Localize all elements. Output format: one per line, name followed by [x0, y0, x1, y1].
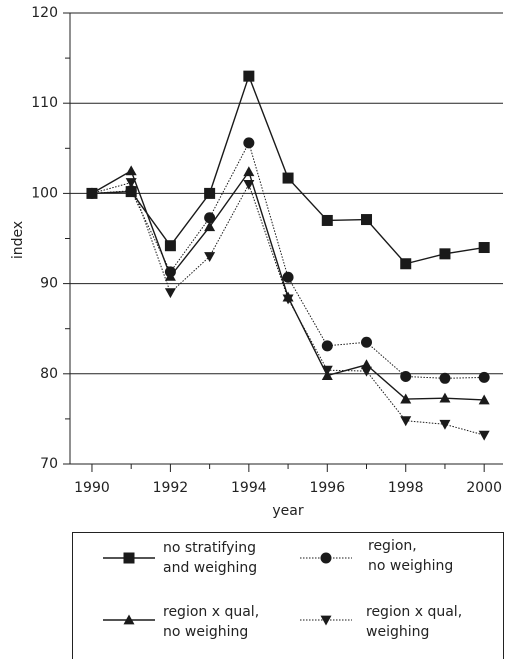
marker	[400, 416, 412, 427]
marker	[439, 372, 451, 384]
marker	[400, 258, 412, 270]
legend-label: no stratifying and weighing	[163, 540, 258, 576]
marker	[164, 270, 176, 281]
marker	[204, 252, 216, 263]
legend-box	[72, 532, 504, 659]
marker	[361, 336, 373, 348]
marker	[320, 615, 332, 626]
y-tick-label: 100	[31, 185, 58, 201]
x-tick-label: 1992	[153, 480, 189, 496]
marker	[125, 185, 137, 197]
marker	[478, 242, 490, 254]
series-line	[91, 181, 485, 436]
marker	[321, 340, 333, 352]
y-tick-label: 70	[40, 456, 58, 472]
y-axis-title: index	[10, 221, 26, 259]
marker	[361, 214, 373, 226]
x-tick-label: 1996	[309, 480, 345, 496]
marker	[282, 172, 294, 184]
y-tick-label: 80	[40, 366, 58, 382]
marker	[478, 394, 490, 405]
x-axis-title: year	[272, 503, 303, 519]
marker	[123, 552, 135, 564]
legend-label: region, no weighing	[368, 538, 454, 574]
marker	[361, 366, 373, 377]
marker	[125, 178, 137, 189]
marker	[439, 248, 451, 260]
marker	[243, 137, 255, 149]
marker	[164, 240, 176, 252]
marker	[243, 166, 255, 177]
marker	[204, 187, 216, 199]
marker	[439, 392, 451, 403]
marker	[321, 365, 333, 376]
x-tick-label: 1998	[388, 480, 424, 496]
marker	[320, 552, 332, 564]
marker	[164, 288, 176, 299]
y-tick-label: 110	[31, 95, 58, 111]
marker	[204, 212, 216, 224]
x-tick-label: 1990	[74, 480, 110, 496]
marker	[243, 179, 255, 190]
x-tick-label: 1994	[231, 480, 267, 496]
marker	[123, 614, 135, 625]
marker	[86, 189, 98, 199]
y-tick-label: 90	[40, 276, 58, 292]
series-line	[91, 169, 485, 401]
marker	[282, 294, 294, 305]
legend-label: region x qual, no weighing	[163, 604, 260, 640]
marker	[321, 214, 333, 226]
series-line	[91, 74, 485, 265]
marker	[204, 221, 216, 232]
marker	[400, 393, 412, 404]
marker	[282, 271, 294, 283]
marker	[478, 371, 490, 383]
marker	[478, 430, 490, 441]
marker	[400, 371, 412, 383]
x-tick-label: 2000	[466, 480, 502, 496]
y-tick-label: 120	[31, 5, 58, 21]
marker	[439, 419, 451, 430]
marker	[125, 165, 137, 176]
legend-label: region x qual, weighing	[366, 604, 463, 640]
marker	[243, 70, 255, 82]
